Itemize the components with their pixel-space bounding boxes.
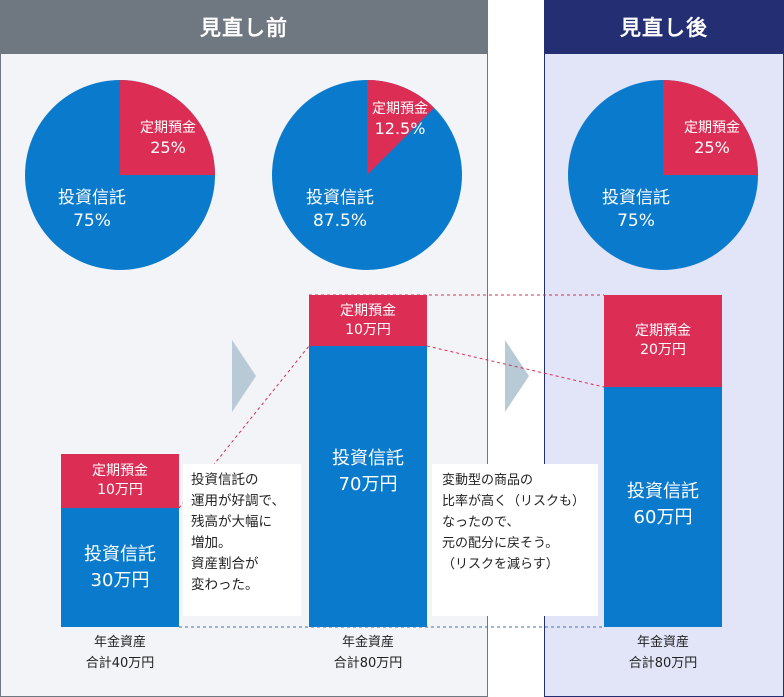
arrow-right-icon — [505, 340, 529, 412]
bar-1-investment-amount: 30万円 — [90, 569, 150, 591]
bar-3-caption: 年金資産 合計80万円 — [604, 632, 722, 674]
pie-chart-1 — [25, 80, 215, 270]
bar-3-deposit-amount: 20万円 — [640, 342, 686, 358]
bar-3-caption-line2: 合計80万円 — [628, 656, 698, 671]
bar-2-investment-name: 投資信託 — [332, 448, 404, 469]
pie-2-investment-name: 投資信託 — [306, 188, 374, 208]
pie-3-deposit-label: 定期預金 25% — [670, 118, 754, 158]
pie-2-investment-label: 投資信託 87.5% — [292, 187, 388, 233]
bar-1-deposit-segment: 定期預金 10万円 — [61, 454, 179, 508]
pie-3-deposit-pct: 25% — [694, 138, 730, 157]
pie-1-investment-label: 投資信託 75% — [44, 187, 140, 233]
arrow-right-icon — [232, 340, 256, 412]
note-after-line: （リスクを減らす） — [442, 557, 559, 572]
pie-1-investment-pct: 75% — [73, 211, 111, 231]
pie-2-deposit-pct: 12.5% — [374, 119, 426, 138]
pie-2-deposit-slice — [367, 80, 435, 175]
note-after-line: 元の配分に戻そう。 — [442, 536, 559, 551]
pie-1-deposit-slice — [120, 80, 215, 175]
bar-3-investment-amount: 60万円 — [633, 507, 693, 528]
pie-1-investment-name: 投資信託 — [58, 188, 126, 208]
pie-3-investment-label: 投資信託 75% — [588, 187, 684, 233]
bar-2-investment-amount: 70万円 — [338, 474, 398, 495]
pie-2-investment-pct: 87.5% — [312, 211, 367, 231]
note-before-line: 変わった。 — [191, 577, 259, 593]
bar-2-caption-line1: 年金資産 — [341, 635, 394, 650]
bar-3-deposit-name: 定期預金 — [635, 323, 691, 339]
note-after-line: なったので、 — [442, 515, 520, 530]
pie-3-investment-pct: 75% — [617, 211, 655, 231]
bar-1-investment-name: 投資信託 — [84, 543, 156, 565]
header-after-label: 見直し後 — [620, 16, 708, 40]
bar-2-caption: 年金資産 合計80万円 — [309, 632, 427, 674]
pie-1-deposit-label: 定期預金 25% — [126, 118, 210, 158]
connector-dashed-line — [426, 345, 605, 388]
pie-2-deposit-name: 定期預金 — [372, 101, 428, 117]
bar-1-deposit-name: 定期預金 — [92, 463, 148, 479]
note-before-line: 運用が好調で、 — [191, 493, 285, 509]
bar-2-deposit-segment: 定期預金 10万円 — [309, 295, 427, 346]
bar-3-investment-name: 投資信託 — [627, 481, 699, 502]
note-before-line: 残高が大幅に — [191, 514, 272, 530]
note-after-line: 変動型の商品の — [442, 473, 534, 488]
connector-dashed-line — [178, 345, 310, 509]
bar-2-investment-segment: 投資信託 70万円 — [309, 346, 427, 627]
header-before-label: 見直し前 — [200, 16, 288, 40]
pie-3-investment-name: 投資信託 — [602, 188, 670, 208]
bar-3-caption-line1: 年金資産 — [636, 635, 689, 650]
pie-2-deposit-label: 定期預金 12.5% — [360, 99, 440, 139]
note-before-line: 増加。 — [191, 535, 232, 551]
bar-2-deposit-amount: 10万円 — [345, 321, 391, 338]
bar-1-caption-line1: 年金資産 — [93, 635, 146, 650]
pie-chart-2 — [272, 80, 462, 270]
header-before: 見直し前 — [0, 0, 488, 54]
bar-3-deposit-segment: 定期預金 20万円 — [604, 295, 722, 387]
note-after-line: 比率が高く（リスクも） — [442, 494, 586, 509]
note-before: 投資信託の 運用が好調で、 残高が大幅に 増加。 資産割合が 変わった。 — [183, 464, 301, 616]
bar-2-deposit-name: 定期預金 — [340, 302, 396, 319]
pie-1-deposit-name: 定期預金 — [140, 120, 196, 136]
note-before-line: 資産割合が — [191, 556, 259, 572]
pie-1-deposit-pct: 25% — [150, 138, 186, 157]
header-after: 見直し後 — [544, 0, 784, 54]
bar-1-investment-segment: 投資信託 30万円 — [61, 508, 179, 627]
note-after: 変動型の商品の 比率が高く（リスクも） なったので、 元の配分に戻そう。 （リス… — [432, 464, 598, 616]
bar-1-deposit-amount: 10万円 — [97, 482, 143, 498]
bar-1-caption: 年金資産 合計40万円 — [61, 632, 179, 674]
pie-3-deposit-name: 定期預金 — [684, 120, 740, 136]
bar-2-caption-line2: 合計80万円 — [333, 656, 403, 671]
pie-3-deposit-slice — [663, 80, 758, 175]
bar-1-caption-line2: 合計40万円 — [85, 656, 155, 671]
pie-chart-3 — [568, 80, 758, 270]
note-before-line: 投資信託の — [191, 472, 259, 488]
bar-3-investment-segment: 投資信託 60万円 — [604, 387, 722, 627]
